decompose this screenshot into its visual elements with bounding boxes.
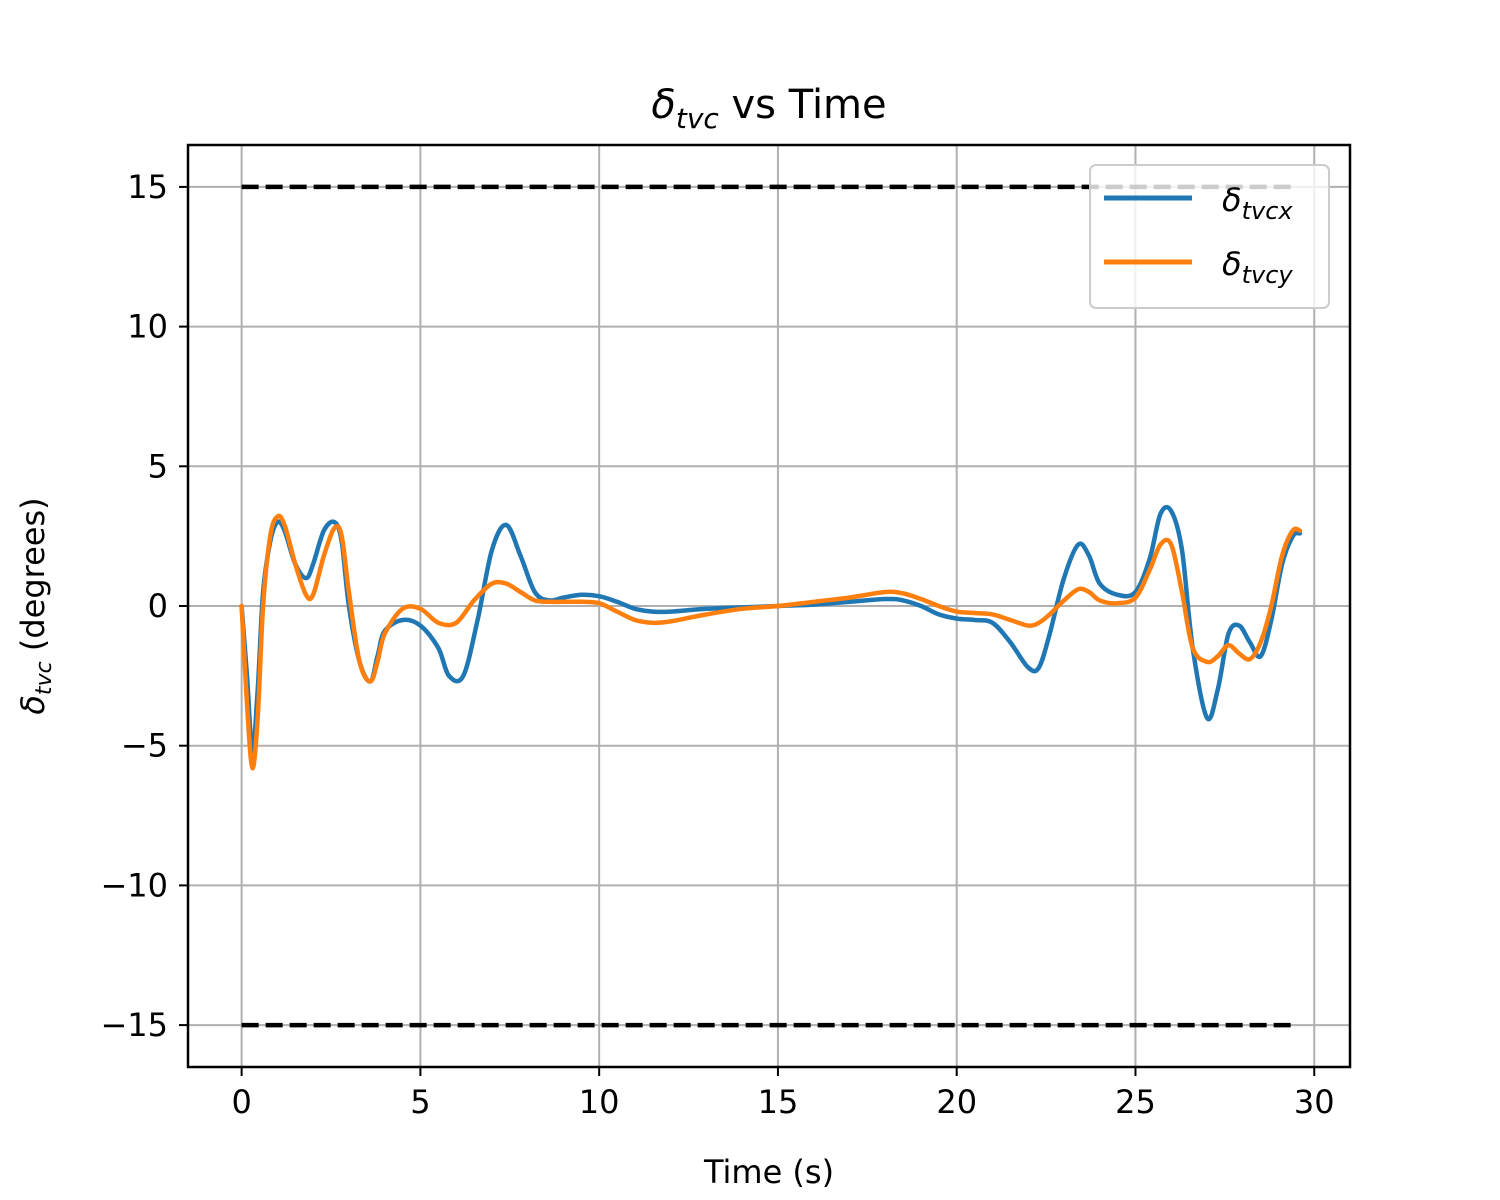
- legend: δtvcx δtvcy: [1089, 164, 1330, 309]
- x-tick-label: 10: [579, 1083, 620, 1121]
- y-tick-label: −15: [100, 1006, 168, 1044]
- chart-title: δtvc vs Time: [651, 82, 886, 135]
- ylabel-suffix: (degrees): [14, 497, 52, 661]
- series-lines: [239, 504, 1303, 771]
- title-subscript: tvc: [676, 102, 720, 135]
- y-axis-label: δtvc (degrees): [14, 497, 57, 714]
- legend-y-symbol: δ: [1222, 245, 1242, 283]
- ylabel-symbol: δ: [14, 695, 52, 715]
- legend-x-subscript: tvcx: [1242, 197, 1294, 225]
- series-line-tvcy: [239, 513, 1303, 771]
- y-tick-label: 5: [148, 447, 168, 485]
- title-symbol: δ: [651, 82, 675, 128]
- x-tick-label: 0: [231, 1083, 251, 1121]
- title-suffix: vs Time: [719, 82, 887, 128]
- ylabel-subscript: tvc: [32, 661, 57, 695]
- legend-x-symbol: δ: [1222, 181, 1242, 219]
- legend-y-subscript: tvcy: [1242, 261, 1294, 289]
- y-tick-label: −5: [121, 727, 168, 765]
- legend-box: [1089, 164, 1330, 309]
- y-tick-label: 0: [148, 587, 168, 625]
- series-line-tvcx: [239, 504, 1303, 754]
- y-tick-label: 10: [127, 308, 168, 346]
- x-axis-label: Time (s): [703, 1153, 834, 1191]
- x-tick-label: 5: [410, 1083, 430, 1121]
- y-tick-label: −10: [100, 866, 168, 904]
- x-tick-label: 25: [1115, 1083, 1156, 1121]
- legend-label-y: δtvcy: [1222, 245, 1293, 289]
- y-tick-label: 15: [127, 168, 168, 206]
- x-tick-label: 20: [936, 1083, 977, 1121]
- ticks: 0 5 10 15 20 25 30 −15 −10 −5 0 5 10 15: [100, 168, 1334, 1121]
- legend-label-x: δtvcx: [1222, 181, 1293, 225]
- x-tick-label: 15: [758, 1083, 799, 1121]
- x-tick-label: 30: [1294, 1083, 1335, 1121]
